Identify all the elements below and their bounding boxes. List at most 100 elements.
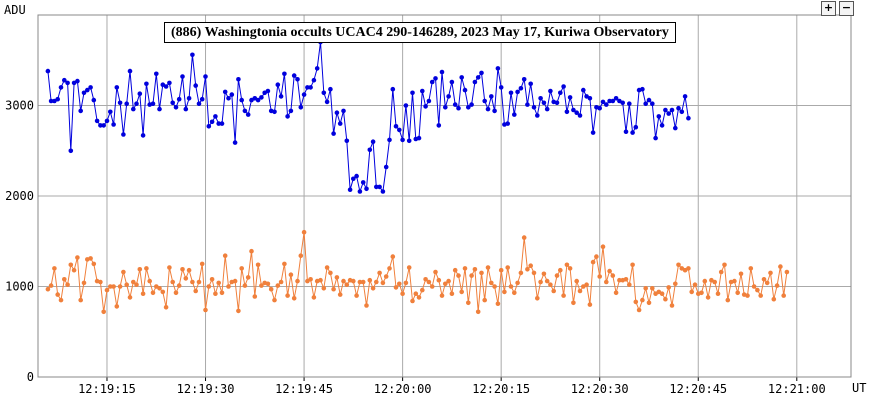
data-point: [196, 279, 202, 285]
data-point: [213, 114, 218, 119]
data-point: [620, 100, 625, 106]
data-point: [429, 284, 435, 289]
data-point: [449, 79, 455, 85]
data-point: [170, 279, 175, 285]
data-point: [239, 97, 244, 103]
data-point: [669, 303, 675, 308]
zoom-in-button[interactable]: +: [821, 1, 836, 16]
data-point: [183, 276, 189, 281]
data-point: [216, 280, 221, 286]
chart-title: (886) Washingtonia occults UCAC4 290-146…: [164, 22, 676, 43]
data-point: [285, 293, 290, 298]
data-point: [466, 105, 471, 110]
data-point: [229, 92, 235, 97]
data-point: [91, 97, 97, 103]
data-point: [627, 282, 632, 288]
data-point: [567, 266, 573, 271]
data-point: [222, 89, 228, 95]
data-point: [735, 290, 740, 296]
data-point: [666, 285, 671, 290]
data-point: [160, 289, 166, 295]
data-point: [554, 273, 560, 278]
data-point: [98, 279, 103, 285]
data-point: [324, 99, 330, 105]
data-point: [265, 88, 271, 94]
data-point: [610, 273, 616, 278]
data-point: [692, 282, 698, 288]
data-point: [538, 96, 543, 101]
data-point: [265, 281, 271, 287]
data-point: [423, 277, 428, 282]
y-tick-label: 0: [27, 370, 34, 384]
data-point: [167, 80, 172, 86]
data-point: [436, 277, 442, 283]
data-point: [551, 288, 556, 294]
y-tick-label: 1000: [5, 280, 34, 294]
data-point: [328, 86, 333, 92]
series-layer: [45, 39, 790, 315]
data-point: [117, 100, 123, 106]
data-point: [581, 87, 586, 93]
data-point: [288, 108, 294, 114]
series-1: [45, 229, 790, 315]
data-point: [114, 304, 120, 309]
data-point: [111, 122, 116, 127]
data-point: [531, 270, 537, 276]
data-point: [577, 288, 583, 294]
data-point: [114, 85, 120, 90]
data-point: [71, 267, 77, 273]
data-point: [679, 109, 685, 115]
data-point: [548, 282, 553, 288]
data-point: [75, 78, 80, 84]
data-point: [443, 281, 448, 287]
data-point: [650, 101, 655, 106]
data-point: [489, 94, 494, 99]
data-point: [613, 96, 619, 101]
data-point: [406, 265, 412, 270]
data-point: [600, 99, 606, 105]
data-point: [400, 137, 405, 143]
data-point: [623, 129, 629, 134]
data-point: [78, 108, 83, 114]
data-point: [331, 286, 336, 292]
data-point: [147, 278, 152, 284]
data-point: [137, 91, 143, 96]
data-point: [91, 261, 97, 267]
data-point: [101, 309, 106, 315]
data-point: [275, 82, 281, 87]
data-point: [232, 278, 238, 284]
data-point: [186, 96, 192, 101]
data-point: [659, 291, 665, 297]
data-point: [199, 261, 205, 267]
data-point: [403, 103, 409, 108]
data-point: [167, 265, 172, 270]
data-point: [219, 290, 225, 296]
zoom-out-button[interactable]: −: [839, 1, 854, 16]
data-point: [462, 266, 468, 271]
data-point: [771, 296, 777, 302]
data-point: [492, 284, 497, 289]
data-point: [354, 293, 359, 298]
data-point: [311, 77, 317, 83]
data-point: [140, 291, 146, 297]
data-point: [577, 113, 583, 118]
data-point: [65, 282, 70, 288]
data-point: [108, 284, 113, 289]
data-point: [374, 184, 379, 190]
data-point: [610, 98, 616, 104]
data-point: [285, 114, 290, 119]
data-point: [163, 84, 169, 89]
data-point: [738, 271, 744, 277]
data-point: [479, 270, 484, 276]
data-point: [433, 76, 438, 81]
data-point: [48, 283, 54, 288]
data-point: [173, 105, 179, 110]
data-point: [433, 269, 438, 275]
data-point: [590, 259, 596, 265]
data-point: [65, 80, 70, 86]
data-point: [489, 280, 494, 286]
data-point: [154, 71, 159, 77]
data-point: [344, 138, 350, 144]
data-point: [561, 84, 566, 89]
data-point: [108, 109, 113, 115]
